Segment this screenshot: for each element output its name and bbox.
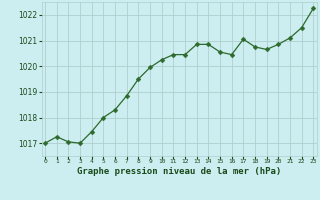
X-axis label: Graphe pression niveau de la mer (hPa): Graphe pression niveau de la mer (hPa) [77, 167, 281, 176]
